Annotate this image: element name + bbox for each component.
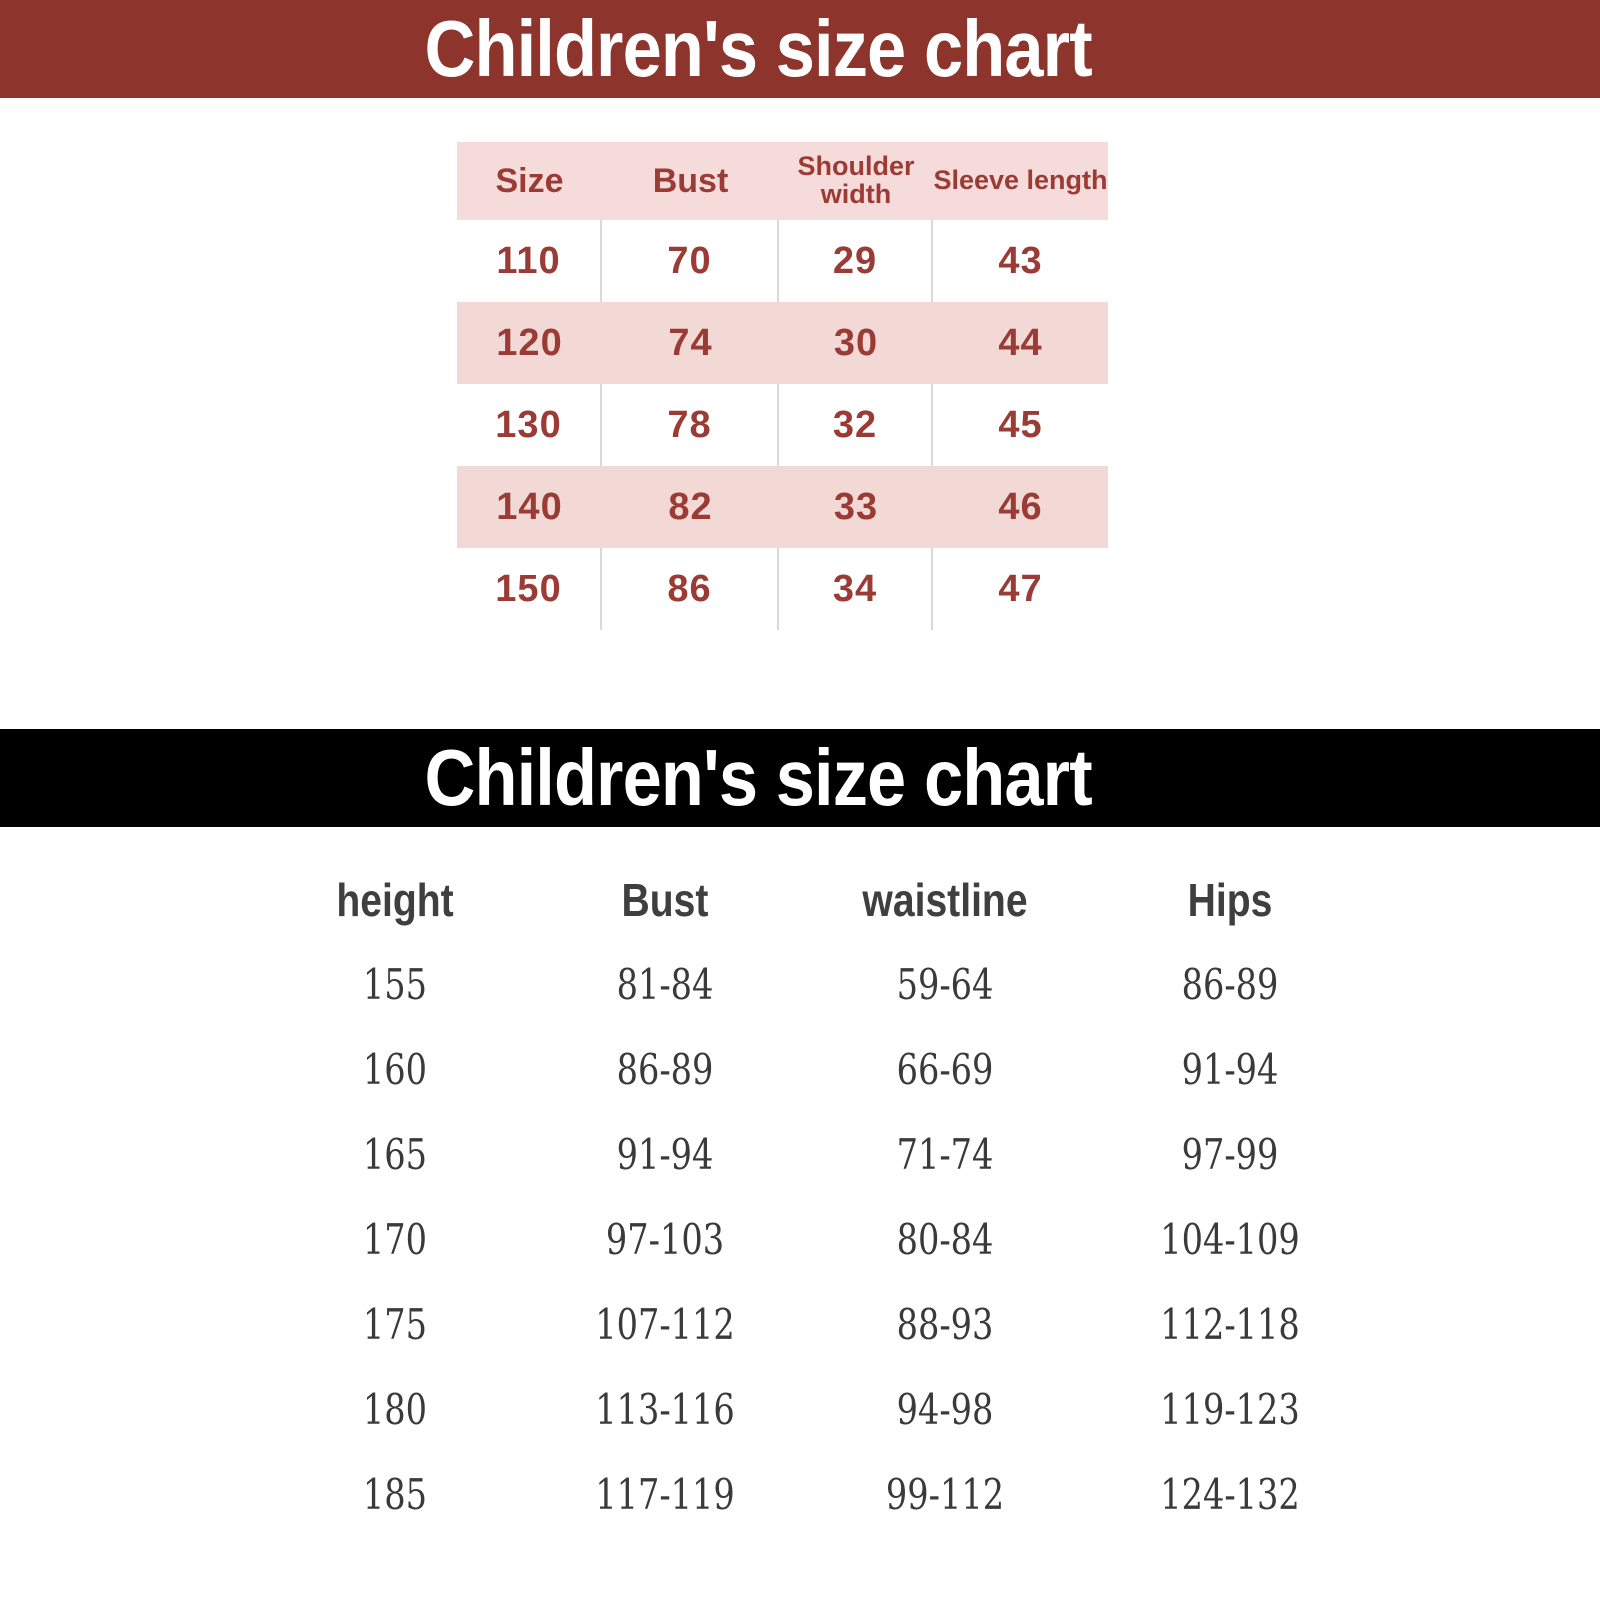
bottom-title: Children's size chart	[424, 733, 1092, 822]
top-title-bar: Children's size chart	[0, 0, 1600, 98]
table-cell: 30	[833, 321, 879, 364]
column-header-shoulder-width: Shoulder width	[797, 151, 915, 209]
table-row: 110 70 29 43	[457, 220, 1108, 302]
table-cell: 117-119	[595, 1470, 735, 1519]
table-cell: 66-69	[896, 1045, 994, 1094]
table-cell: 130	[457, 384, 602, 466]
table-row: 120 74 30 44	[457, 302, 1108, 384]
column-header-hips: Hips	[1187, 874, 1273, 926]
table-row: 140 82 33 46	[457, 466, 1108, 548]
table-cell: 112-118	[1160, 1300, 1300, 1349]
table-row: 180 113-116 94-98 119-123	[260, 1367, 1370, 1452]
table-cell: 185	[362, 1470, 428, 1519]
table-cell: 59-64	[896, 960, 994, 1009]
table-cell: 45	[998, 403, 1043, 446]
top-title: Children's size chart	[424, 4, 1092, 93]
table-cell: 70	[602, 220, 779, 302]
table-cell: 33	[833, 485, 879, 528]
table-cell: 86	[602, 548, 779, 630]
table-row: 165 91-94 71-74 97-99	[260, 1112, 1370, 1197]
table-cell: 97-103	[605, 1215, 725, 1264]
table-cell: 110	[457, 220, 602, 302]
table-cell: 140	[496, 485, 563, 528]
table-cell: 160	[362, 1045, 428, 1094]
table-cell: 91-94	[1181, 1045, 1279, 1094]
table-row: 175 107-112 88-93 112-118	[260, 1282, 1370, 1367]
table-cell: 78	[602, 384, 779, 466]
table-cell: 88-93	[896, 1300, 994, 1349]
column-header-bust: Bust	[621, 874, 709, 926]
height-table-header-row: height Bust waistline Hips	[260, 858, 1370, 942]
table-cell: 120	[496, 321, 563, 364]
table-cell: 71-74	[896, 1130, 994, 1179]
table-row: 150 86 34 47	[457, 548, 1108, 630]
table-row: 130 78 32 45	[457, 384, 1108, 466]
table-cell: 80-84	[896, 1215, 994, 1264]
column-header-height: height	[336, 874, 454, 926]
bottom-title-bar: Children's size chart	[0, 729, 1600, 827]
height-table-body: 155 81-84 59-64 86-89 160 86-89 66-69 91-94 165 9…	[260, 942, 1370, 1537]
table-cell: 119-123	[1160, 1385, 1300, 1434]
table-cell: 29	[779, 220, 933, 302]
kids-table-body: 110 70 29 43 120 74 30 44 130 78 32 45 140 82 33 46 150 8…	[457, 220, 1108, 630]
column-header-bust: Bust	[652, 162, 729, 200]
table-cell: 155	[362, 960, 428, 1009]
kids-table-header-row: Size Bust Shoulder width Sleeve length	[457, 142, 1108, 220]
table-cell: 150	[457, 548, 602, 630]
table-cell: 165	[362, 1130, 428, 1179]
table-cell: 86-89	[616, 1045, 714, 1094]
table-cell: 44	[998, 321, 1043, 364]
column-header-sleeve-length: Sleeve length	[933, 165, 1108, 196]
table-cell: 107-112	[595, 1300, 735, 1349]
table-row: 160 86-89 66-69 91-94	[260, 1027, 1370, 1112]
table-cell: 97-99	[1181, 1130, 1279, 1179]
table-cell: 34	[779, 548, 933, 630]
table-cell: 32	[779, 384, 933, 466]
table-row: 155 81-84 59-64 86-89	[260, 942, 1370, 1027]
table-cell: 74	[668, 321, 713, 364]
table-row: 170 97-103 80-84 104-109	[260, 1197, 1370, 1282]
table-cell: 104-109	[1160, 1215, 1300, 1264]
kids-size-table: Size Bust Shoulder width Sleeve length 110 7…	[457, 142, 1108, 630]
table-cell: 180	[362, 1385, 428, 1434]
table-cell: 94-98	[896, 1385, 994, 1434]
table-cell: 170	[362, 1215, 428, 1264]
table-cell: 81-84	[616, 960, 714, 1009]
table-cell: 99-112	[885, 1470, 1005, 1519]
column-header-waistline: waistline	[862, 874, 1028, 926]
table-cell: 113-116	[595, 1385, 735, 1434]
table-cell: 175	[362, 1300, 428, 1349]
table-cell: 82	[668, 485, 713, 528]
table-cell: 46	[998, 485, 1043, 528]
table-cell: 91-94	[616, 1130, 714, 1179]
table-cell: 124-132	[1160, 1470, 1300, 1519]
column-header-size: Size	[495, 162, 564, 200]
table-row: 185 117-119 99-112 124-132	[260, 1452, 1370, 1537]
table-cell: 86-89	[1181, 960, 1279, 1009]
height-size-table: height Bust waistline Hips 155 81-84 59-64 86-…	[260, 858, 1370, 1537]
table-cell: 43	[998, 239, 1043, 282]
table-cell: 47	[998, 567, 1043, 610]
